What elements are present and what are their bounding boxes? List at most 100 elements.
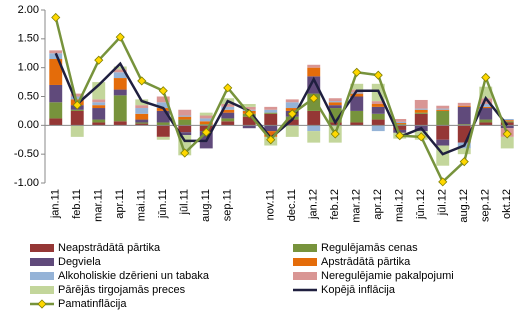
- bar-segment: [92, 99, 106, 103]
- x-tick-label: aug.11: [200, 189, 212, 222]
- bar-segment: [264, 131, 278, 137]
- bar-segment: [70, 109, 84, 111]
- bar-segment: [221, 121, 235, 126]
- x-tick-label: jan.12: [308, 189, 320, 220]
- bar-segment: [479, 86, 493, 99]
- bar-segment: [156, 125, 170, 137]
- bar-segment: [479, 119, 493, 123]
- bar-segment: [436, 109, 450, 111]
- bar-segment: [49, 59, 63, 85]
- legend-label: Neapstrādātā pārtika: [58, 242, 161, 254]
- legend-swatch: [293, 258, 317, 266]
- y-tick-label: 1.50: [18, 33, 39, 45]
- line: [54, 52, 509, 156]
- x-tick-label: feb.11: [71, 189, 83, 219]
- bar-segment: [436, 108, 450, 110]
- bar-segment: [500, 120, 514, 122]
- bar-segment: [393, 124, 407, 126]
- x-tick-label: mar.11: [93, 189, 105, 222]
- bar-segment: [178, 132, 192, 136]
- x-tick-label: jūl.11: [179, 189, 191, 215]
- legend-label: Pārējās tirgojamās preces: [58, 284, 186, 296]
- bar-segment: [92, 119, 106, 123]
- marker: [137, 76, 147, 86]
- bar-segment: [70, 125, 84, 137]
- legend-swatch: [30, 244, 54, 252]
- bar-segment: [436, 105, 450, 109]
- bar-segment: [113, 89, 127, 96]
- marker: [244, 109, 254, 119]
- legend-label: Degviela: [58, 256, 102, 268]
- bar-segment: [479, 106, 493, 109]
- bar-segment: [414, 108, 428, 110]
- bar-segment: [457, 106, 471, 125]
- marker: [481, 72, 491, 83]
- bar-segment: [393, 125, 407, 130]
- marker: [51, 12, 61, 23]
- bar-segment: [285, 119, 299, 126]
- bar-segment: [393, 121, 407, 124]
- x-tick-label: mar.12: [351, 189, 363, 223]
- bar-segment: [70, 93, 84, 97]
- bar-segment: [328, 98, 342, 102]
- bar-segment: [92, 122, 106, 126]
- bar-segment: [135, 105, 149, 109]
- bar-segment: [242, 116, 256, 126]
- marker: [416, 132, 426, 142]
- bar-segment: [221, 112, 235, 119]
- marker: [266, 135, 276, 145]
- bar-segment: [135, 122, 149, 124]
- bar-segment: [178, 109, 192, 116]
- bar-segment: [221, 118, 235, 122]
- bar-segment: [307, 110, 321, 126]
- bar-segment: [199, 112, 213, 116]
- bar-segment: [436, 139, 450, 146]
- bar-segment: [264, 106, 278, 110]
- bar-segment: [479, 122, 493, 126]
- x-tick-label: apr.11: [114, 189, 126, 219]
- legend-swatch: [30, 272, 54, 280]
- bar-segment: [457, 124, 471, 126]
- bar-segment: [371, 101, 385, 104]
- bar-segment: [178, 119, 192, 126]
- legend-label: Kopējā inflācija: [321, 284, 396, 296]
- x-tick-label: feb.12: [329, 189, 341, 220]
- marker: [223, 83, 233, 93]
- bar-segment: [307, 67, 321, 77]
- bar-segment: [135, 123, 149, 126]
- bar-segment: [178, 115, 192, 117]
- bar-segment: [479, 103, 493, 107]
- bar-segment: [199, 118, 213, 122]
- bar-segment: [113, 121, 127, 126]
- x-tick-label: aug.12: [458, 189, 470, 223]
- legend-swatch: [30, 286, 54, 294]
- bar-segment: [457, 148, 471, 155]
- legend-label: Alkoholiskie dzērieni un tabaka: [58, 270, 210, 282]
- marker: [502, 129, 512, 139]
- bar-segment: [156, 110, 170, 123]
- x-tick-label: apr.12: [372, 189, 384, 220]
- bar-segment: [285, 125, 299, 137]
- bar-segment: [199, 115, 213, 119]
- x-tick-label: jūn.12: [415, 189, 427, 220]
- y-tick-label: 0.50: [18, 90, 39, 102]
- y-tick-label: 2.00: [18, 4, 39, 16]
- bar-segment: [436, 125, 450, 140]
- bar-segment: [49, 84, 63, 103]
- x-tick-label: dec.11: [286, 189, 298, 221]
- bar-segment: [156, 136, 170, 140]
- bar-segment: [479, 108, 493, 120]
- x-tick-label: okt.12: [501, 189, 513, 219]
- bar-segment: [307, 64, 321, 68]
- bar-segment: [242, 103, 256, 107]
- bar-segment: [113, 69, 127, 73]
- bar-segment: [221, 109, 235, 113]
- bar-segment: [113, 72, 127, 79]
- bar-segment: [264, 109, 278, 113]
- bar-segment: [328, 101, 342, 103]
- x-tick-label: mai.11: [136, 189, 148, 221]
- bar-segment: [70, 110, 84, 126]
- legend-marker: [37, 299, 47, 309]
- x-tick-label: jūl.12: [437, 189, 449, 216]
